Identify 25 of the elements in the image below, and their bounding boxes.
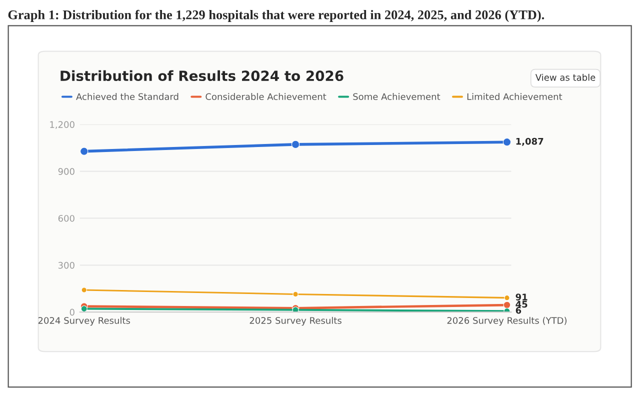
point: [292, 291, 298, 298]
data-label: 45: [516, 300, 528, 308]
y-tick-label: 300: [58, 262, 74, 269]
y-tick-label: 0: [70, 308, 74, 316]
x-tick-label: 2025 Survey Results: [250, 316, 342, 326]
y-tick-label: 900: [58, 168, 74, 175]
x-tick-label: 2026 Survey Results (YTD): [447, 316, 566, 326]
point: [291, 140, 300, 149]
data-label: 1,087: [516, 138, 544, 146]
legend-label: Considerable Achievement: [206, 93, 326, 100]
text: View as table: [535, 74, 596, 81]
data-label: 91: [516, 294, 528, 300]
chart-subtitle: Distribution of Results 2024 to 2026: [60, 70, 344, 82]
data-label: 6: [516, 306, 522, 314]
point: [502, 138, 512, 146]
point: [81, 287, 87, 293]
legend-label: Limited Achievement: [467, 93, 562, 100]
legend-label: Achieved the Standard: [76, 93, 178, 100]
y-tick-label: 600: [58, 214, 74, 222]
chart-title: Graph 1: Distribution for the 1,229 hospitals that were reported in 2024, 2025, and 2026 (YTD).: [8, 10, 544, 22]
point: [80, 147, 88, 156]
point: [504, 294, 510, 301]
legend-label: Some Achievement: [353, 93, 440, 100]
y-tick-label: 1,200: [50, 121, 74, 129]
x-tick-label: 2024 Survey Results: [38, 316, 130, 326]
